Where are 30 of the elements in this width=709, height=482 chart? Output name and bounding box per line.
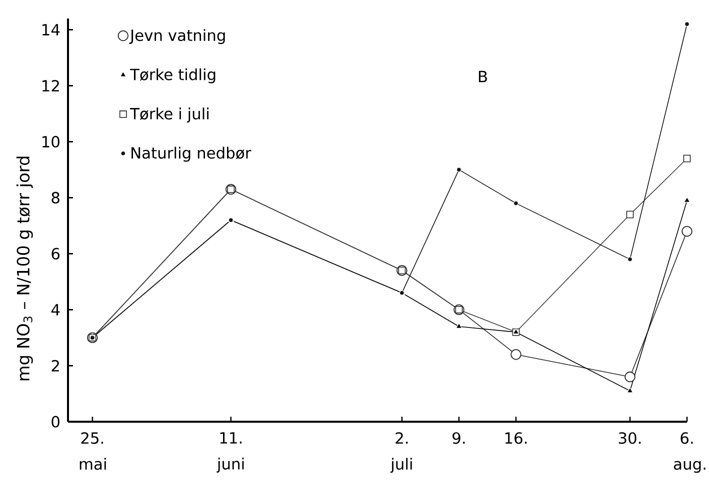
legend-label: Naturlig nedbør: [132, 146, 252, 162]
y-tick-label: 12: [42, 80, 59, 92]
x-tick-label: 16.: [505, 432, 527, 444]
y-tick-label: 10: [42, 136, 60, 148]
point: [684, 22, 690, 27]
y-tick-label: 6: [52, 248, 60, 260]
legend-label: Jevn vatning: [129, 29, 225, 44]
point: [513, 200, 518, 206]
y-tick-label: 8: [52, 192, 60, 204]
y-tick-label: 0: [52, 416, 60, 428]
x-tick-label: 2. juli: [390, 432, 412, 473]
legend-label: Tørke tidlig: [130, 68, 216, 84]
point: [626, 387, 634, 393]
point: [626, 210, 634, 218]
x-tick-label: 11. juni: [216, 432, 244, 473]
point: [510, 349, 522, 360]
y-tick-label: 14: [42, 24, 60, 36]
point: [683, 154, 691, 162]
y-tick-label: 2: [52, 360, 59, 372]
x-tick-label: 9.: [452, 432, 465, 444]
x-tick-label: 25. mai: [80, 432, 106, 470]
point: [624, 372, 636, 382]
x-tick-label: 6. aug.: [674, 432, 706, 473]
y-axis-title: mg NO$_{3}$ – N/100 g tørr jord: [16, 156, 33, 380]
point: [682, 226, 692, 237]
legend-label: Tørke i juli: [130, 108, 208, 123]
annotation: B: [478, 70, 487, 82]
x-tick-label: 30.: [618, 432, 641, 444]
y-tick-label: 4: [51, 304, 60, 316]
point: [627, 256, 632, 262]
